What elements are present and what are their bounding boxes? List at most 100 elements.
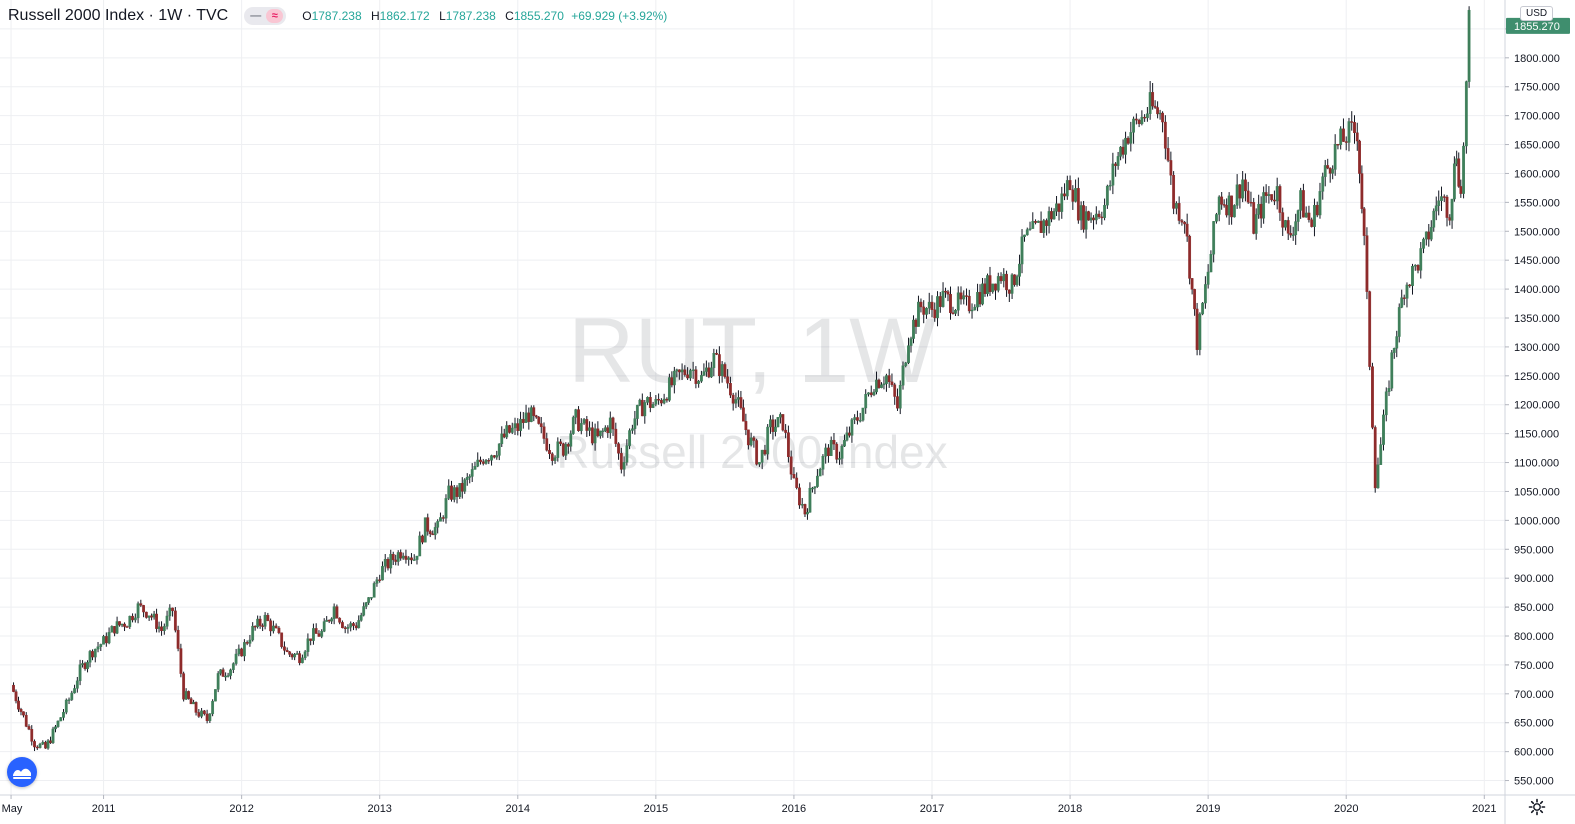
candle: [107, 627, 111, 645]
candle-body-up: [219, 669, 223, 674]
candle-body-up: [1462, 145, 1465, 194]
candle: [131, 613, 134, 623]
candle-body-down: [789, 456, 793, 475]
candle-body-down: [771, 419, 775, 432]
line-style-icon[interactable]: —: [250, 10, 262, 22]
candle: [211, 699, 215, 717]
candle-body-down: [893, 384, 897, 397]
candle: [487, 458, 491, 465]
candle-body-down: [731, 394, 735, 404]
candle-body-up: [838, 458, 841, 460]
candle: [1222, 199, 1226, 208]
candle: [1384, 387, 1388, 422]
candle: [867, 392, 870, 397]
candle-body-up: [1321, 176, 1325, 192]
candle-body-up: [1031, 221, 1035, 229]
y-tick-label: 800.000: [1514, 631, 1554, 643]
candle-body-up: [986, 275, 989, 294]
candle-body-up: [829, 439, 833, 457]
y-tick-label: 1150.000: [1514, 429, 1559, 441]
candle: [495, 450, 499, 460]
x-tick-label: 2020: [1334, 803, 1358, 815]
candle-body-down: [1220, 196, 1224, 205]
candle: [139, 599, 143, 607]
candle: [1163, 115, 1167, 160]
candle-body-down: [930, 301, 934, 311]
x-tick-label: 2019: [1196, 803, 1220, 815]
candle: [1457, 152, 1461, 188]
candle-body-down: [404, 555, 408, 560]
candle: [933, 302, 937, 322]
candle-body-up: [389, 554, 393, 569]
x-tick-label: 2017: [920, 803, 944, 815]
candle: [726, 369, 730, 389]
currency-badge[interactable]: USD: [1520, 6, 1554, 21]
candle-body-down: [386, 558, 390, 569]
tradingview-logo-icon[interactable]: [7, 757, 37, 787]
candle-body-up: [579, 423, 583, 432]
candle: [450, 480, 453, 502]
candle-body-down: [1270, 194, 1274, 201]
candle: [332, 603, 336, 625]
candle: [781, 414, 785, 432]
candle-body-up: [458, 483, 462, 497]
candle: [654, 395, 658, 407]
candle: [731, 392, 735, 411]
candle: [370, 597, 373, 601]
candle: [994, 283, 997, 300]
candle-body-down: [1408, 284, 1412, 287]
candle: [229, 668, 232, 680]
candle-body-up: [1376, 464, 1380, 489]
candle-body-down: [1151, 92, 1155, 107]
candle: [1185, 213, 1189, 242]
candle: [433, 522, 437, 540]
candle-body-up: [86, 662, 89, 670]
x-tick-label: 2013: [367, 803, 391, 815]
candle: [991, 283, 995, 294]
candle-body-down: [91, 651, 94, 658]
candle: [717, 346, 721, 384]
chart-style-toggle[interactable]: — ≈: [244, 7, 287, 25]
candle-body-up: [872, 391, 876, 396]
candle: [490, 454, 493, 466]
candle: [853, 414, 857, 425]
candle: [314, 623, 318, 634]
candle: [1169, 151, 1173, 185]
compare-style-icon[interactable]: ≈: [266, 9, 284, 23]
candle: [421, 534, 424, 545]
candle: [880, 382, 883, 389]
candle-body-up: [263, 614, 267, 627]
candle-body-up: [1148, 92, 1152, 114]
candle-body-up: [1429, 227, 1433, 240]
candle: [633, 410, 637, 435]
x-tick-label: May: [2, 803, 23, 815]
candles: [12, 6, 1471, 752]
candle: [93, 648, 97, 663]
candle-body-down: [1310, 219, 1314, 227]
candle: [410, 553, 413, 565]
candle-body-down: [611, 417, 615, 430]
candle-body-up: [231, 663, 235, 671]
candle-body-up: [582, 419, 586, 424]
candle: [1215, 212, 1218, 224]
candle: [1145, 107, 1149, 122]
candle-body-up: [372, 583, 376, 598]
candle: [1094, 206, 1098, 225]
candle-body-down: [999, 276, 1003, 282]
candle: [1379, 437, 1383, 465]
candle: [904, 361, 908, 368]
candle: [1416, 264, 1420, 274]
candle: [452, 485, 456, 503]
candle-body-down: [481, 461, 485, 464]
gear-icon[interactable]: [1528, 798, 1546, 816]
candle: [200, 708, 203, 719]
candle-body-up: [774, 426, 777, 432]
candle: [1065, 175, 1069, 200]
candle-body-down: [1355, 132, 1359, 142]
candle-body-down: [17, 700, 20, 710]
chart-title[interactable]: Russell 2000 Index · 1W · TVC: [8, 7, 229, 24]
candle: [441, 515, 445, 522]
candle-body-up: [1158, 112, 1162, 115]
